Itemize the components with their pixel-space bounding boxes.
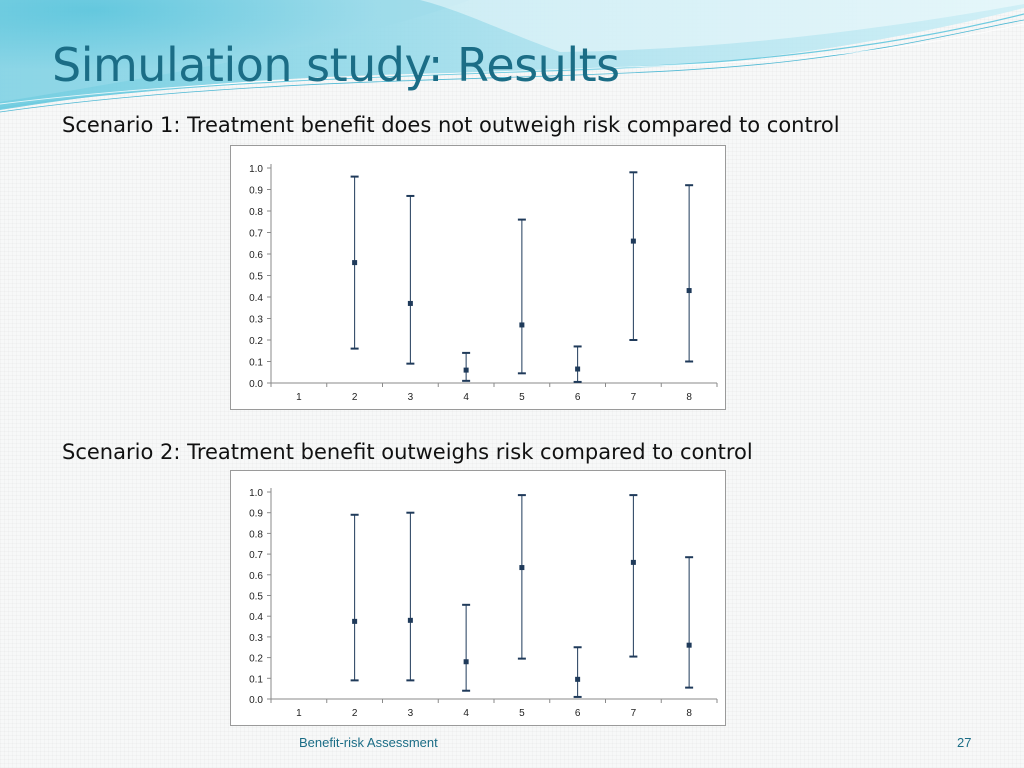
y-tick-label: 0.0 bbox=[249, 695, 263, 706]
scenario-2-chart: 0.0 0.1 0.2 0.3 0.4 0.5 0.6 0.7 0.8 0.9 1.0 1 2 3 4 5 6 7… bbox=[230, 470, 726, 726]
x-tick-label: 6 bbox=[575, 708, 581, 719]
x-tick-label: 7 bbox=[631, 392, 637, 403]
data-point bbox=[352, 260, 358, 266]
x-tick-label: 8 bbox=[686, 708, 692, 719]
slide-title: Simulation study: Results bbox=[52, 38, 620, 92]
y-tick-label: 0.1 bbox=[249, 358, 263, 369]
scenario-1-chart: 0.0 0.1 0.2 0.3 0.4 0.5 0.6 0.7 0.8 0.9 1.0 1 2 3 4 5 6 7… bbox=[230, 145, 726, 410]
data-point bbox=[352, 618, 358, 624]
y-tick-label: 0.8 bbox=[249, 529, 263, 540]
x-tick-label: 5 bbox=[519, 392, 525, 403]
footer-label: Benefit-risk Assessment bbox=[299, 735, 438, 750]
x-tick-label: 1 bbox=[296, 392, 302, 403]
data-point bbox=[630, 559, 636, 565]
scenario-2-caption: Scenario 2: Treatment benefit outweighs … bbox=[62, 440, 753, 464]
data-point bbox=[407, 300, 413, 306]
data-point bbox=[407, 617, 413, 623]
y-tick-label: 0.2 bbox=[249, 336, 263, 347]
y-tick-label: 0.5 bbox=[249, 592, 263, 603]
y-tick-label: 0.1 bbox=[249, 674, 263, 685]
x-tick-label: 4 bbox=[463, 392, 469, 403]
x-tick-label: 2 bbox=[352, 708, 358, 719]
x-tick-label: 8 bbox=[686, 392, 692, 403]
x-tick-label: 6 bbox=[575, 392, 581, 403]
scenario-1-chart-svg: 0.0 0.1 0.2 0.3 0.4 0.5 0.6 0.7 0.8 0.9 1.0 1 2 3 4 5 6 7… bbox=[249, 164, 718, 403]
y-tick-label: 0.2 bbox=[249, 654, 263, 665]
y-tick-label: 0.3 bbox=[249, 315, 263, 326]
data-point bbox=[519, 565, 525, 571]
y-tick-label: 0.0 bbox=[249, 379, 263, 390]
x-tick-label: 4 bbox=[463, 708, 469, 719]
y-tick-label: 0.9 bbox=[249, 509, 263, 520]
data-point bbox=[463, 659, 469, 665]
data-point bbox=[463, 367, 469, 373]
x-tick-label: 1 bbox=[296, 708, 302, 719]
y-tick-label: 0.6 bbox=[249, 571, 263, 582]
data-point bbox=[686, 288, 692, 294]
y-tick-label: 0.7 bbox=[249, 229, 263, 240]
y-tick-label: 0.4 bbox=[249, 612, 263, 623]
scenario-1-caption: Scenario 1: Treatment benefit does not o… bbox=[62, 113, 840, 137]
x-tick-label: 2 bbox=[352, 392, 358, 403]
y-tick-label: 0.7 bbox=[249, 550, 263, 561]
y-tick-label: 0.5 bbox=[249, 272, 263, 283]
data-point bbox=[519, 322, 525, 328]
y-tick-label: 1.0 bbox=[249, 164, 263, 175]
x-tick-label: 5 bbox=[519, 708, 525, 719]
data-point bbox=[575, 366, 581, 372]
y-tick-label: 0.8 bbox=[249, 207, 263, 218]
scenario-2-chart-svg: 0.0 0.1 0.2 0.3 0.4 0.5 0.6 0.7 0.8 0.9 1.0 1 2 3 4 5 6 7… bbox=[249, 488, 718, 719]
data-point bbox=[575, 676, 581, 682]
y-tick-label: 1.0 bbox=[249, 488, 263, 499]
y-tick-label: 0.4 bbox=[249, 293, 263, 304]
x-tick-label: 7 bbox=[631, 708, 637, 719]
page-number: 27 bbox=[957, 735, 972, 750]
x-tick-label: 3 bbox=[408, 392, 414, 403]
x-tick-label: 3 bbox=[408, 708, 414, 719]
data-point bbox=[686, 642, 692, 648]
y-tick-label: 0.6 bbox=[249, 250, 263, 261]
y-tick-label: 0.3 bbox=[249, 633, 263, 644]
data-point bbox=[630, 238, 636, 244]
y-tick-label: 0.9 bbox=[249, 186, 263, 197]
